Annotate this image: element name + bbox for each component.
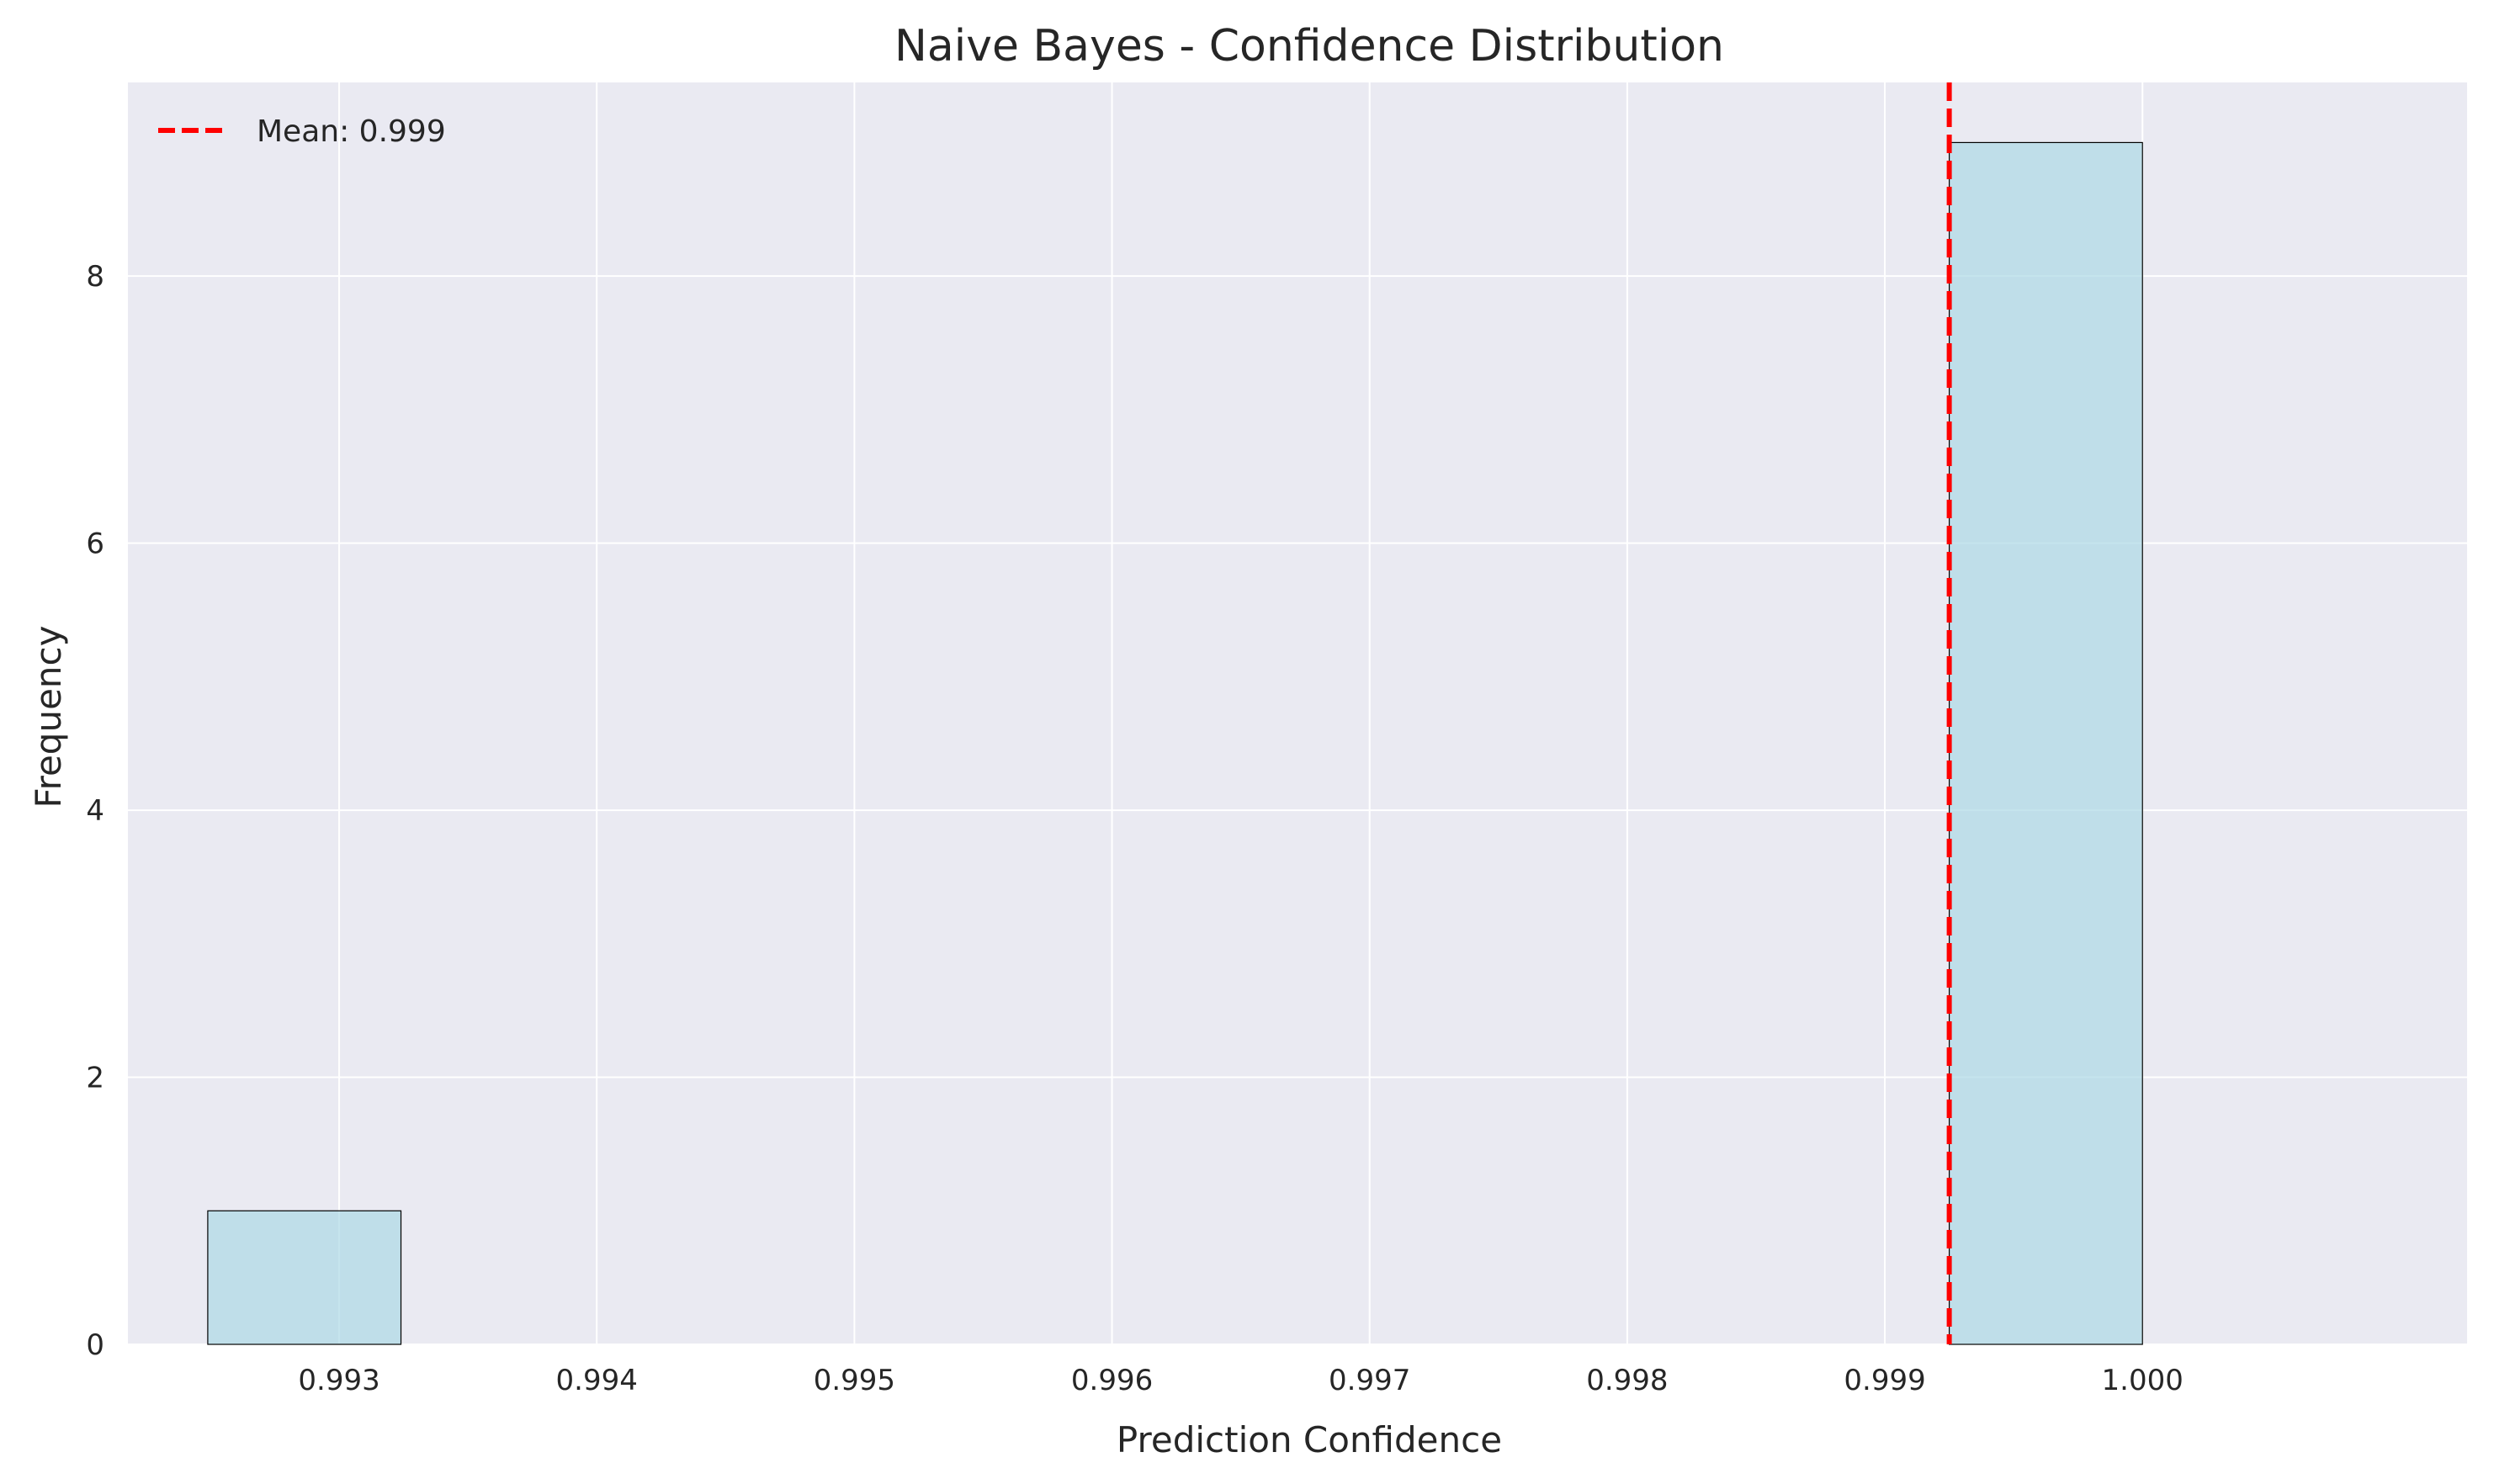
histogram-bar xyxy=(1949,141,2143,1345)
y-tick-label: 4 xyxy=(86,794,104,828)
x-axis-ticks: 0.993 0.994 0.995 0.996 0.997 0.998 0.999 1.000 xyxy=(298,1364,2184,1397)
x-tick-label: 0.998 xyxy=(1586,1364,1668,1397)
y-tick-label: 8 xyxy=(86,260,104,294)
x-tick-label: 1.000 xyxy=(2102,1364,2184,1397)
x-tick-label: 0.994 xyxy=(556,1364,638,1397)
chart-title: Naive Bayes - Confidence Distribution xyxy=(894,21,1724,72)
legend-mean-label: Mean: 0.999 xyxy=(257,114,446,149)
y-axis-label: Frequency xyxy=(28,626,69,808)
histogram-bar xyxy=(207,1210,402,1345)
x-tick-label: 0.993 xyxy=(298,1364,379,1397)
x-tick-label: 0.997 xyxy=(1329,1364,1410,1397)
x-axis-label: Prediction Confidence xyxy=(1117,1419,1502,1460)
y-tick-label: 2 xyxy=(86,1062,104,1095)
y-tick-label: 6 xyxy=(86,527,104,561)
legend: Mean: 0.999 xyxy=(158,114,446,149)
x-tick-label: 0.995 xyxy=(814,1364,895,1397)
y-tick-label: 0 xyxy=(86,1328,104,1362)
histogram-bars xyxy=(207,141,2143,1345)
y-axis-ticks: 0 2 4 6 8 xyxy=(86,260,104,1362)
x-tick-label: 0.999 xyxy=(1844,1364,1925,1397)
x-tick-label: 0.996 xyxy=(1071,1364,1153,1397)
